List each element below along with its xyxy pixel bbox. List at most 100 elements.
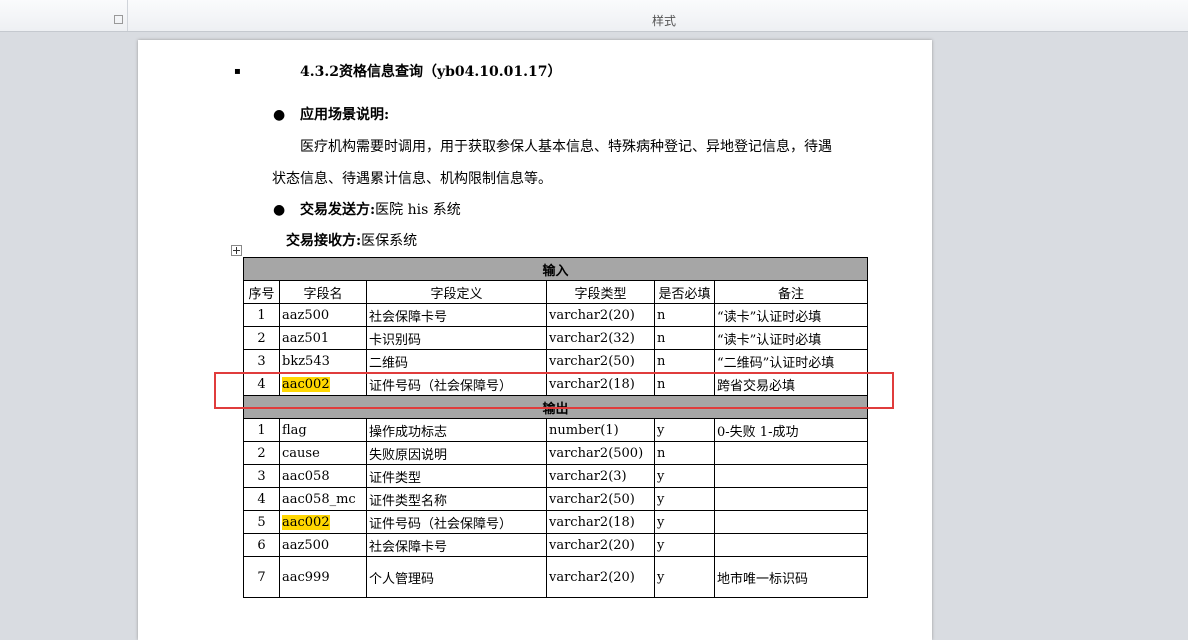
paragraph-line: 医疗机构需要时调用，用于获取参保人基本信息、特殊病种登记、异地登记信息，待遇 (300, 139, 832, 155)
cell: 地市唯一标识码 (714, 556, 868, 598)
cell: varchar2(3) (546, 464, 655, 488)
cell: y (654, 487, 715, 511)
cell-text: 地市唯一标识码 (717, 571, 809, 587)
cell: 证件号码（社会保障号） (366, 510, 547, 534)
cell-text: y (657, 569, 665, 585)
cell: 1 (243, 418, 280, 442)
cell-text: 2 (257, 330, 266, 346)
line: 交易发送方:医院 his 系统 (300, 200, 461, 220)
document-page: ▪ 4.3.2资格信息查询（yb04.10.01.17） ● 应用场景说明: 医… (138, 40, 932, 640)
column-header: 字段定义 (366, 280, 547, 304)
cell-text: n (657, 330, 666, 346)
column-header: 序号 (243, 280, 280, 304)
cell: aaz501 (279, 326, 367, 350)
cell-text: cause (282, 445, 320, 461)
cell-text: y (657, 514, 665, 530)
data-row: 4 aac058_mc 证件类型名称 varchar2(50) y (243, 487, 868, 511)
cell-text: aac058_mc (282, 491, 356, 507)
cell: 证件类型名称 (366, 487, 547, 511)
cell (714, 533, 868, 557)
cell-text: 社会保障卡号 (369, 309, 448, 325)
cell-text: y (657, 537, 665, 553)
column-header: 是否必填 (654, 280, 715, 304)
value: 医保系统 (361, 233, 418, 249)
data-row: 1 aaz500 社会保障卡号 varchar2(20) n “读卡”认证时必填 (243, 303, 868, 327)
annotation-box (214, 372, 894, 409)
cell: n (654, 349, 715, 373)
cell-text: 2 (257, 445, 266, 461)
cell-text: 个人管理码 (369, 571, 435, 587)
cell: 6 (243, 533, 280, 557)
cell: aac002 (279, 510, 367, 534)
cell-text: aaz500 (282, 307, 330, 323)
cell (714, 441, 868, 465)
cell-text: y (657, 491, 665, 507)
cell-text: aaz500 (282, 537, 330, 553)
cell-text: varchar2(500) (549, 445, 644, 461)
cell: y (654, 464, 715, 488)
cell-text: number(1) (549, 422, 619, 438)
cell: varchar2(20) (546, 556, 655, 598)
cell-text: varchar2(50) (549, 353, 635, 369)
data-row: 6 aaz500 社会保障卡号 varchar2(20) y (243, 533, 868, 557)
cell: 失败原因说明 (366, 441, 547, 465)
cell-text: varchar2(18) (549, 376, 635, 392)
cell: varchar2(18) (546, 510, 655, 534)
cell-text: varchar2(50) (549, 491, 635, 507)
line: 交易接收方:医保系统 (286, 231, 417, 251)
cell-text: 4 (257, 376, 266, 392)
label: 交易发送方: (300, 202, 376, 218)
cell: y (654, 418, 715, 442)
header-row: 序号 字段名 字段定义 字段类型 是否必填 备注 (243, 280, 868, 304)
cell: y (654, 556, 715, 598)
cell: varchar2(500) (546, 441, 655, 465)
group-label: 样式 (651, 14, 676, 28)
cell-text: 证件类型 (369, 470, 422, 486)
cell: 卡识别码 (366, 326, 547, 350)
bullet: ● (273, 202, 286, 218)
data-row: 4 aac002 证件号码（社会保障号） varchar2(18) n 跨省交易必填 (243, 372, 868, 396)
cell-text: y (657, 422, 665, 438)
cell: varchar2(20) (546, 533, 655, 557)
cell-text: flag (282, 422, 307, 438)
cell-text: aac002 (282, 376, 330, 392)
cell: y (654, 510, 715, 534)
cell-text: 1 (257, 307, 266, 323)
cell: 5 (243, 510, 280, 534)
cell-text: 证件类型名称 (369, 493, 448, 509)
data-row: 3 bkz543 二维码 varchar2(50) n “二维码”认证时必填 (243, 349, 868, 373)
cell: 1 (243, 303, 280, 327)
dialog-launcher[interactable] (114, 15, 123, 24)
cell: 3 (243, 464, 280, 488)
cell: n (654, 441, 715, 465)
cell-text: n (657, 445, 666, 461)
section-row: 输入 (243, 257, 868, 281)
ribbon: 样式 (0, 0, 1188, 32)
cell-text: aac002 (282, 514, 330, 530)
data-row: 2 cause 失败原因说明 varchar2(500) n (243, 441, 868, 465)
cell-text: 二维码 (369, 355, 409, 371)
cell: 4 (243, 487, 280, 511)
cell-text: bkz543 (282, 353, 330, 369)
section-title: 输入 (243, 257, 868, 281)
cell: number(1) (546, 418, 655, 442)
table-anchor[interactable] (231, 245, 242, 256)
cell-text: 3 (257, 468, 266, 484)
cell: 2 (243, 441, 280, 465)
cell: y (654, 533, 715, 557)
cell-text: varchar2(3) (549, 468, 627, 484)
cell-text: varchar2(20) (549, 537, 635, 553)
cell: varchar2(50) (546, 487, 655, 511)
bullet: ▪ (234, 66, 241, 77)
cell: aac058_mc (279, 487, 367, 511)
cell-text: 失败原因说明 (369, 447, 448, 463)
cell-text: varchar2(18) (549, 514, 635, 530)
cell: 证件类型 (366, 464, 547, 488)
cell: aac002 (279, 372, 367, 396)
cell: flag (279, 418, 367, 442)
cell: 3 (243, 349, 280, 373)
cell-text: varchar2(20) (549, 307, 635, 323)
cell: “读卡”认证时必填 (714, 326, 868, 350)
column-header: 字段类型 (546, 280, 655, 304)
